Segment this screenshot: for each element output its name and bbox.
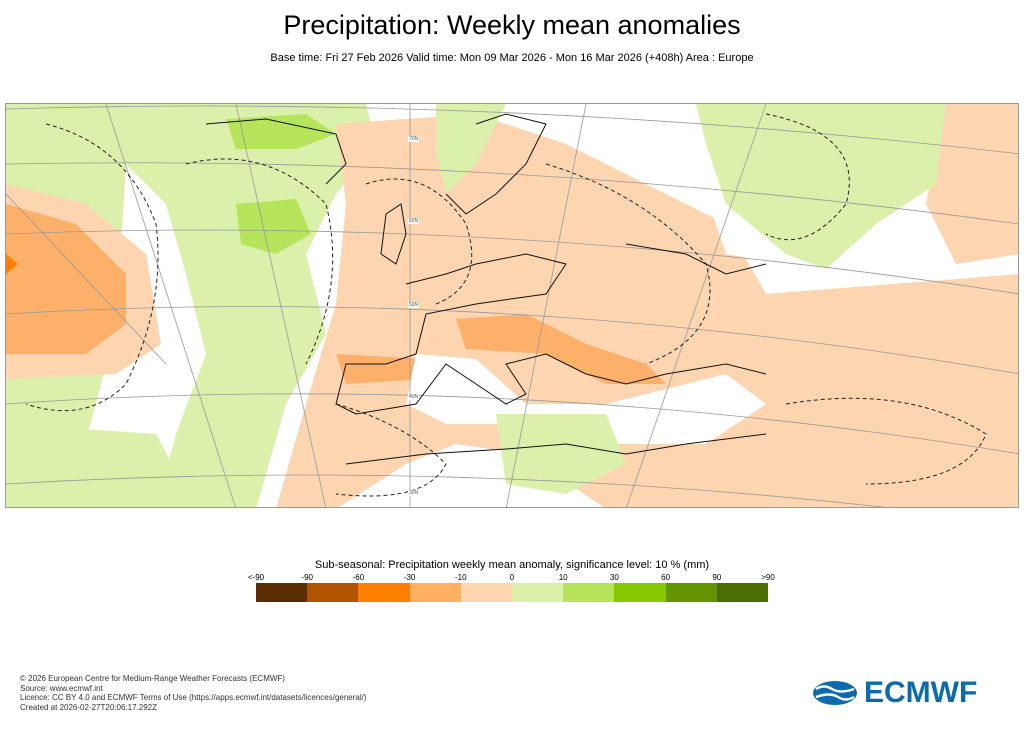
legend-colorbar — [256, 583, 769, 602]
ecmwf-logo-text: ECMWF — [864, 676, 978, 709]
white-region-med — [406, 354, 766, 444]
graticule — [6, 104, 1018, 507]
ecmwf-logo-icon — [813, 681, 857, 705]
legend-tick: >90 — [761, 573, 775, 582]
map-svg — [6, 104, 1018, 507]
legend-tick: 10 — [558, 573, 568, 582]
legend-swatch — [460, 583, 513, 602]
legend-tick: 30 — [609, 573, 619, 582]
legend-tick: 0 — [509, 573, 515, 582]
lat-label-40n: 40N — [408, 394, 420, 400]
legend-tick: -10 — [455, 573, 467, 582]
anomaly-map: 70N 60N 50N 40N 30N — [5, 103, 1019, 508]
legend-title: Sub-seasonal: Precipitation weekly mean … — [314, 559, 710, 571]
ecmwf-logo: ECMWF — [812, 676, 977, 710]
subtitle: Base time: Fri 27 Feb 2026 Valid time: M… — [270, 52, 754, 64]
legend-tick: 90 — [712, 573, 722, 582]
legend-swatch — [358, 583, 410, 602]
legend-ticks: <-90 -90 -60 -30 -10 0 10 30 60 90 >90 — [248, 573, 775, 583]
created-text: Created at 2026-02-27T20:06:17.292Z — [20, 702, 157, 712]
lat-label-50n: 50N — [408, 302, 420, 308]
legend-swatch — [307, 583, 359, 602]
legend-swatch — [409, 583, 461, 602]
legend-tick: <-90 — [247, 573, 265, 582]
legend-swatch — [716, 583, 769, 602]
footer: © 2026 European Centre for Medium-Range … — [20, 674, 367, 712]
orange-band-alps — [456, 314, 666, 384]
legend-tick: 60 — [661, 573, 671, 582]
legend-swatch — [614, 583, 666, 602]
coastlines — [205, 113, 767, 465]
copyright-text: © 2026 European Centre for Medium-Range … — [20, 674, 285, 683]
legend-tick: -60 — [352, 573, 365, 582]
orange-core-west — [6, 204, 126, 354]
source-text: Source: www.ecmwf.int — [20, 683, 103, 693]
lat-label-70n: 70N — [408, 136, 420, 142]
page-title: Precipitation: Weekly mean anomalies — [283, 10, 741, 40]
legend-swatch — [256, 583, 308, 602]
lat-label-30n: 30N — [408, 490, 420, 496]
lat-label-60n: 60N — [408, 218, 420, 224]
legend-swatch — [665, 583, 717, 602]
legend-tick: -90 — [301, 573, 313, 582]
legend-swatch — [563, 583, 615, 602]
licence-text: Licence: CC BY 4.0 and ECMWF Terms of Us… — [20, 693, 367, 702]
legend-tick: -30 — [403, 573, 416, 582]
legend-swatch — [512, 583, 564, 602]
